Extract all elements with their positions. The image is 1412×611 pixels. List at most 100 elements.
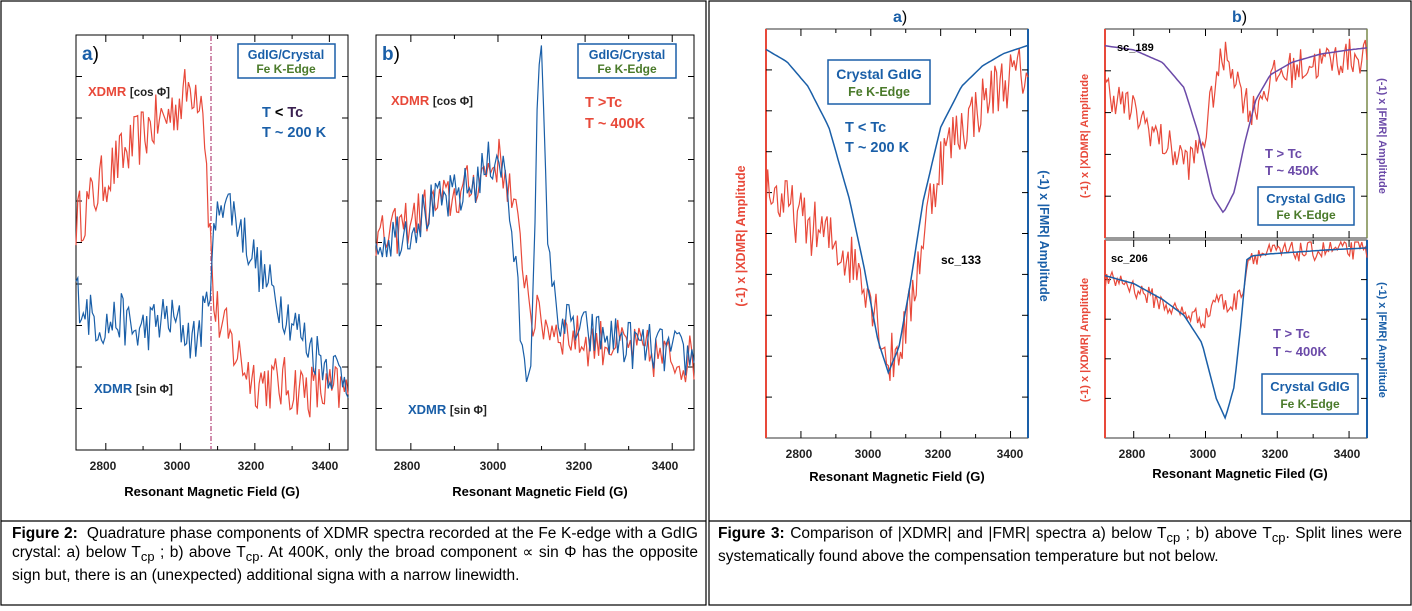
fig3b-top-ticks xyxy=(1105,29,1367,238)
fig3a-series-fmr-line xyxy=(765,44,1029,375)
fig3b-top-scan-label: sc_189 xyxy=(1117,42,1154,54)
figure2-caption-text2: ; b) above T xyxy=(154,544,246,561)
fig3b-bottom-ylabel-right: (-1) x |FMR| Amplitude xyxy=(1376,282,1388,398)
fig3a-xlabel: Resonant Magnetic Field (G) xyxy=(809,469,985,484)
fig2b-lines xyxy=(375,45,695,383)
fig2a-xlabel: Resonant Magnetic Field (G) xyxy=(124,484,300,499)
fig3a-panel: a) Crystal GdIG Fe K-Edge T < Tc T ~ 200… xyxy=(734,9,1051,484)
fig2a-xtick-2800: 2800 xyxy=(90,459,117,473)
fig3b-bottom-scan-label: sc_206 xyxy=(1111,253,1148,265)
fig3b-bottom-lines xyxy=(1104,240,1368,420)
fig3b_top-series-fmr-line xyxy=(1104,44,1368,214)
fig2b-plot-frame xyxy=(375,34,695,451)
fig3a-ylabel-left: (-1) x |XDMR| Amplitude xyxy=(734,165,748,306)
fig2a-box-line2: Fe K-Edge xyxy=(256,62,316,76)
fig3b-top-box-line1: Crystal GdIG xyxy=(1266,191,1345,206)
fig3b-top-ylabel-left: (-1) x |XDMR| Amplitude xyxy=(1079,74,1091,198)
fig2a-panel-label: a) xyxy=(82,44,99,65)
fig2a-series-sin-line xyxy=(75,192,349,398)
fig2a-xtick-3400: 3400 xyxy=(312,459,339,473)
fig2b-xtick-3000: 3000 xyxy=(480,459,507,473)
fig3b-xlabel: Resonant Magnetic Filed (G) xyxy=(1152,466,1328,481)
fig2b-box-line1: GdIG/Crystal xyxy=(589,48,665,62)
fig2a-info-box xyxy=(237,43,336,79)
figure2-caption-label: Figure 2: xyxy=(12,525,78,542)
figure3-frame xyxy=(708,0,1412,606)
fig3b-bottom-info-box xyxy=(1261,373,1359,415)
fig2b-xtick-2800: 2800 xyxy=(394,459,421,473)
fig2b-xlabel: Resonant Magnetic Field (G) xyxy=(452,484,628,499)
figure2-caption-sub1: cp xyxy=(140,549,155,565)
fig3a-info-box xyxy=(827,59,931,105)
fig2a-xtick-3000: 3000 xyxy=(164,459,191,473)
fig3b-bottom-temp-line1: T > Tc xyxy=(1273,326,1310,341)
fig2a-cos-label: XDMR [cos Φ] xyxy=(88,84,170,99)
fig2b-sin-label: XDMR [sin Φ] xyxy=(408,402,487,417)
fig2b-ticks xyxy=(376,35,694,450)
fig2a-ticks xyxy=(76,35,348,450)
fig3a-lines xyxy=(765,44,1029,381)
fig3b-xtick-2800: 2800 xyxy=(1119,447,1146,461)
fig3a-ticks xyxy=(766,29,1028,438)
fig3b-top-panel: b) sc_189 T > Tc T ~ 450K Crystal GdIG F… xyxy=(1079,9,1388,239)
fig3b-bottom-box-line2: Fe K-Edge xyxy=(1280,397,1340,411)
figure2-caption-text3: . At 400K, only the broad component ∝ si… xyxy=(12,544,698,585)
fig3b-top-lines xyxy=(1104,38,1368,214)
fig3a-xtick-labels: 2800 3000 3200 3400 xyxy=(786,447,1024,461)
fig3a-xtick-3200: 3200 xyxy=(925,447,952,461)
fig2b-xtick-labels: 2800 3000 3200 3400 xyxy=(394,459,679,473)
fig2b-box-line2: Fe K-Edge xyxy=(597,62,657,76)
fig2a-lines xyxy=(75,69,349,418)
fig3a-temp-line2: T ~ 200 K xyxy=(845,140,910,156)
fig3a-xtick-2800: 2800 xyxy=(786,447,813,461)
fig3a-temp-line1: T < Tc xyxy=(845,120,886,136)
fig2b-xtick-3400: 3400 xyxy=(652,459,679,473)
fig2a-box-line1: GdIG/Crystal xyxy=(248,48,324,62)
fig3a-box-line2: Fe K-Edge xyxy=(848,85,910,99)
fig3b-bottom-temp-line2: T ~ 400K xyxy=(1273,344,1327,359)
fig2b-panel-label: b) xyxy=(382,44,400,65)
figure3-caption-sub2: cp xyxy=(1271,530,1286,546)
fig3b-top-temp-line2: T ~ 450K xyxy=(1265,163,1319,178)
fig3a-xtick-3000: 3000 xyxy=(855,447,882,461)
fig2b-temp-line1: T >Tc xyxy=(585,95,622,111)
fig3b_bottom-series-xdmr-line xyxy=(1104,240,1368,330)
fig3b-top-info-box xyxy=(1257,186,1355,226)
figure2-caption-sub2: cp xyxy=(245,549,260,565)
fig3b-bottom-ticks xyxy=(1105,240,1367,438)
fig3a-box-line1: Crystal GdIG xyxy=(836,66,922,82)
fig2b-cos-label: XDMR [cos Φ] xyxy=(391,93,473,108)
fig3a-series-xdmr-line xyxy=(765,48,1029,381)
fig2a-temp-line1: T < Tc xyxy=(262,105,303,121)
fig3b-top-temp-line1: T > Tc xyxy=(1265,146,1302,161)
figure3-caption-label: Figure 3: xyxy=(718,525,785,542)
fig3a-xtick-3400: 3400 xyxy=(997,447,1024,461)
fig3b-xtick-labels: 2800 3000 3200 3400 xyxy=(1119,447,1361,461)
fig2a-temp-line2: T ~ 200 K xyxy=(262,125,327,141)
fig2a-xtick-labels: 2800 3000 3200 3400 xyxy=(90,459,339,473)
fig3b-bottom-panel: sc_206 T > Tc T ~ 400K Crystal GdIG Fe K… xyxy=(1079,239,1388,481)
fig2b-info-box xyxy=(577,43,677,79)
fig3a-scan-label: sc_133 xyxy=(941,253,981,267)
fig3b-top-ylabel-right: (-1) x |FMR| Amplitude xyxy=(1376,78,1388,194)
fig3b-xtick-3000: 3000 xyxy=(1190,447,1217,461)
fig3b-xtick-3200: 3200 xyxy=(1262,447,1289,461)
figure2-frame xyxy=(0,0,707,606)
figure3-caption-text: Comparison of |XDMR| and |FMR| spectra a… xyxy=(784,525,1167,542)
fig2a-panel: a) GdIG/Crystal Fe K-Edge XDMR [cos Φ] T… xyxy=(75,34,349,499)
fig2a-xtick-3200: 3200 xyxy=(238,459,265,473)
figure3-caption-sub1: cp xyxy=(1166,530,1181,546)
fig2b-xtick-3200: 3200 xyxy=(566,459,593,473)
fig2b-temp-line2: T ~ 400K xyxy=(585,116,646,132)
fig3b-bottom-box-line1: Crystal GdIG xyxy=(1270,379,1349,394)
fig3b-top-box-line2: Fe K-Edge xyxy=(1276,208,1336,222)
figure3-caption: Figure 3: Comparison of |XDMR| and |FMR|… xyxy=(718,524,1402,566)
figure2-caption-text: Quadrature phase components of XDMR spec… xyxy=(12,525,698,561)
fig3b-title: b) xyxy=(1232,9,1247,26)
fig2b-panel: b) GdIG/Crystal Fe K-Edge XDMR [cos Φ] T… xyxy=(375,34,695,499)
figure2-caption: Figure 2: Quadrature phase components of… xyxy=(12,524,698,585)
fig2b-series-sin-line xyxy=(375,45,695,382)
figure3-caption-text2: ; b) above T xyxy=(1180,525,1272,542)
